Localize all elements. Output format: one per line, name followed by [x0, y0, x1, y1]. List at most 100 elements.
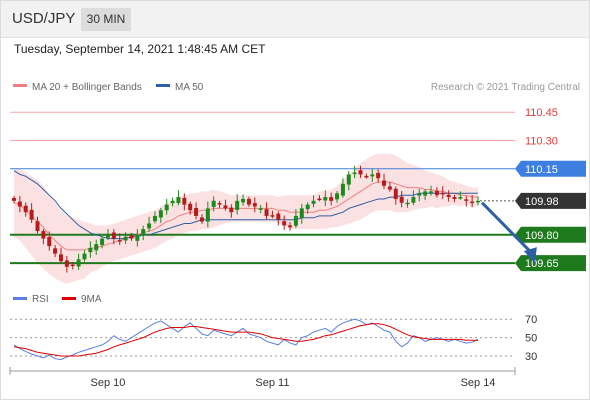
- candle: [323, 190, 328, 207]
- level-109-98-label: 109.98: [525, 196, 559, 208]
- candle: [476, 196, 480, 206]
- candlesticks: [12, 165, 480, 273]
- candle-body: [47, 237, 52, 247]
- x-tick-label: Sep 14: [461, 377, 496, 389]
- candle-body: [194, 208, 199, 216]
- candle-body: [440, 192, 445, 195]
- candle: [264, 202, 269, 220]
- candle-body: [135, 234, 140, 241]
- candle: [199, 214, 204, 224]
- candle-body: [188, 203, 193, 211]
- candle: [88, 241, 93, 258]
- candle-body: [446, 194, 451, 198]
- candle: [405, 199, 410, 208]
- candle-body: [399, 196, 404, 203]
- candle-body: [123, 236, 128, 241]
- rsi-level-50-label: 50: [525, 333, 537, 345]
- candle: [470, 194, 475, 208]
- rsi-ma-line: [13, 323, 478, 357]
- level-109-65-label: 109.65: [525, 258, 559, 270]
- candle: [194, 202, 199, 220]
- candle-body: [53, 248, 58, 254]
- candle-body: [335, 193, 340, 200]
- rsi-legend-label: RSI: [32, 294, 49, 305]
- candle: [358, 165, 363, 178]
- bollinger-band-area: [14, 153, 478, 284]
- candle: [399, 191, 404, 208]
- candle: [387, 181, 392, 192]
- chart-datetime: Tuesday, September 14, 2021 1:48:45 AM C…: [14, 42, 266, 56]
- candle: [152, 211, 157, 224]
- candle-body: [387, 186, 392, 190]
- candle-body: [293, 215, 298, 226]
- candle: [17, 195, 22, 213]
- candle-body: [340, 183, 345, 196]
- timeframe-button[interactable]: 30 MIN: [81, 8, 131, 31]
- candle-body: [241, 198, 246, 203]
- candle: [252, 197, 257, 213]
- candle: [346, 171, 351, 191]
- candle: [423, 189, 428, 201]
- candle: [434, 187, 439, 198]
- ma50-line: [13, 170, 478, 240]
- candle: [70, 262, 75, 270]
- candle: [12, 195, 16, 204]
- candle: [76, 253, 81, 270]
- candle-body: [429, 191, 434, 193]
- rsi-level-70-label: 70: [525, 314, 537, 326]
- candle: [123, 232, 128, 244]
- candle: [429, 185, 434, 196]
- candle-body: [276, 213, 281, 220]
- candle-body: [252, 203, 257, 207]
- candle: [111, 229, 116, 245]
- candle: [335, 191, 340, 203]
- candle: [94, 239, 99, 255]
- candle-body: [476, 200, 480, 203]
- candle: [223, 199, 228, 211]
- candle-body: [141, 229, 146, 236]
- candle-body: [270, 215, 275, 217]
- candle-body: [182, 197, 187, 205]
- candle: [29, 203, 34, 224]
- candle: [299, 203, 304, 224]
- candle: [47, 231, 52, 251]
- x-axis: Sep 10 Sep 11 Sep 14: [9, 367, 516, 389]
- level-110-15-label: 110.15: [525, 164, 558, 176]
- candle: [241, 194, 246, 206]
- candle: [164, 198, 169, 215]
- candle-body: [352, 172, 357, 175]
- candle: [135, 229, 140, 247]
- candle: [376, 169, 381, 183]
- candle: [235, 194, 240, 215]
- candle-body: [358, 170, 363, 175]
- symbol-title: USD/JPY: [12, 10, 76, 27]
- copyright-text: Research © 2021 Trading Central: [431, 82, 580, 93]
- candle-body: [82, 253, 87, 260]
- candle: [53, 244, 58, 258]
- candle-body: [288, 225, 293, 228]
- candle: [100, 236, 105, 249]
- level-110-45-label: 110.45: [525, 107, 558, 119]
- candle: [64, 255, 69, 273]
- candle-body: [223, 205, 228, 209]
- candle-body: [76, 259, 81, 267]
- candle-body: [117, 240, 122, 242]
- price-legend: MA 20 + Bollinger Bands MA 50 Research ©…: [13, 82, 580, 93]
- level-109-80-label: 109.80: [525, 230, 559, 242]
- candle-body: [35, 221, 40, 232]
- candle-body: [299, 208, 304, 219]
- forecast-arrow-shaft: [480, 201, 533, 255]
- candle-body: [470, 201, 475, 204]
- candle-body: [376, 172, 381, 179]
- rsi-panel: 70 50 30: [10, 314, 537, 363]
- candle: [276, 211, 281, 226]
- candle-body: [317, 198, 322, 201]
- forecast-arrow: [480, 201, 537, 264]
- candle-body: [329, 197, 334, 201]
- candle-body: [100, 238, 105, 245]
- candle-body: [12, 198, 16, 201]
- candle: [340, 178, 345, 198]
- candle-body: [29, 209, 34, 220]
- candle-body: [393, 188, 398, 199]
